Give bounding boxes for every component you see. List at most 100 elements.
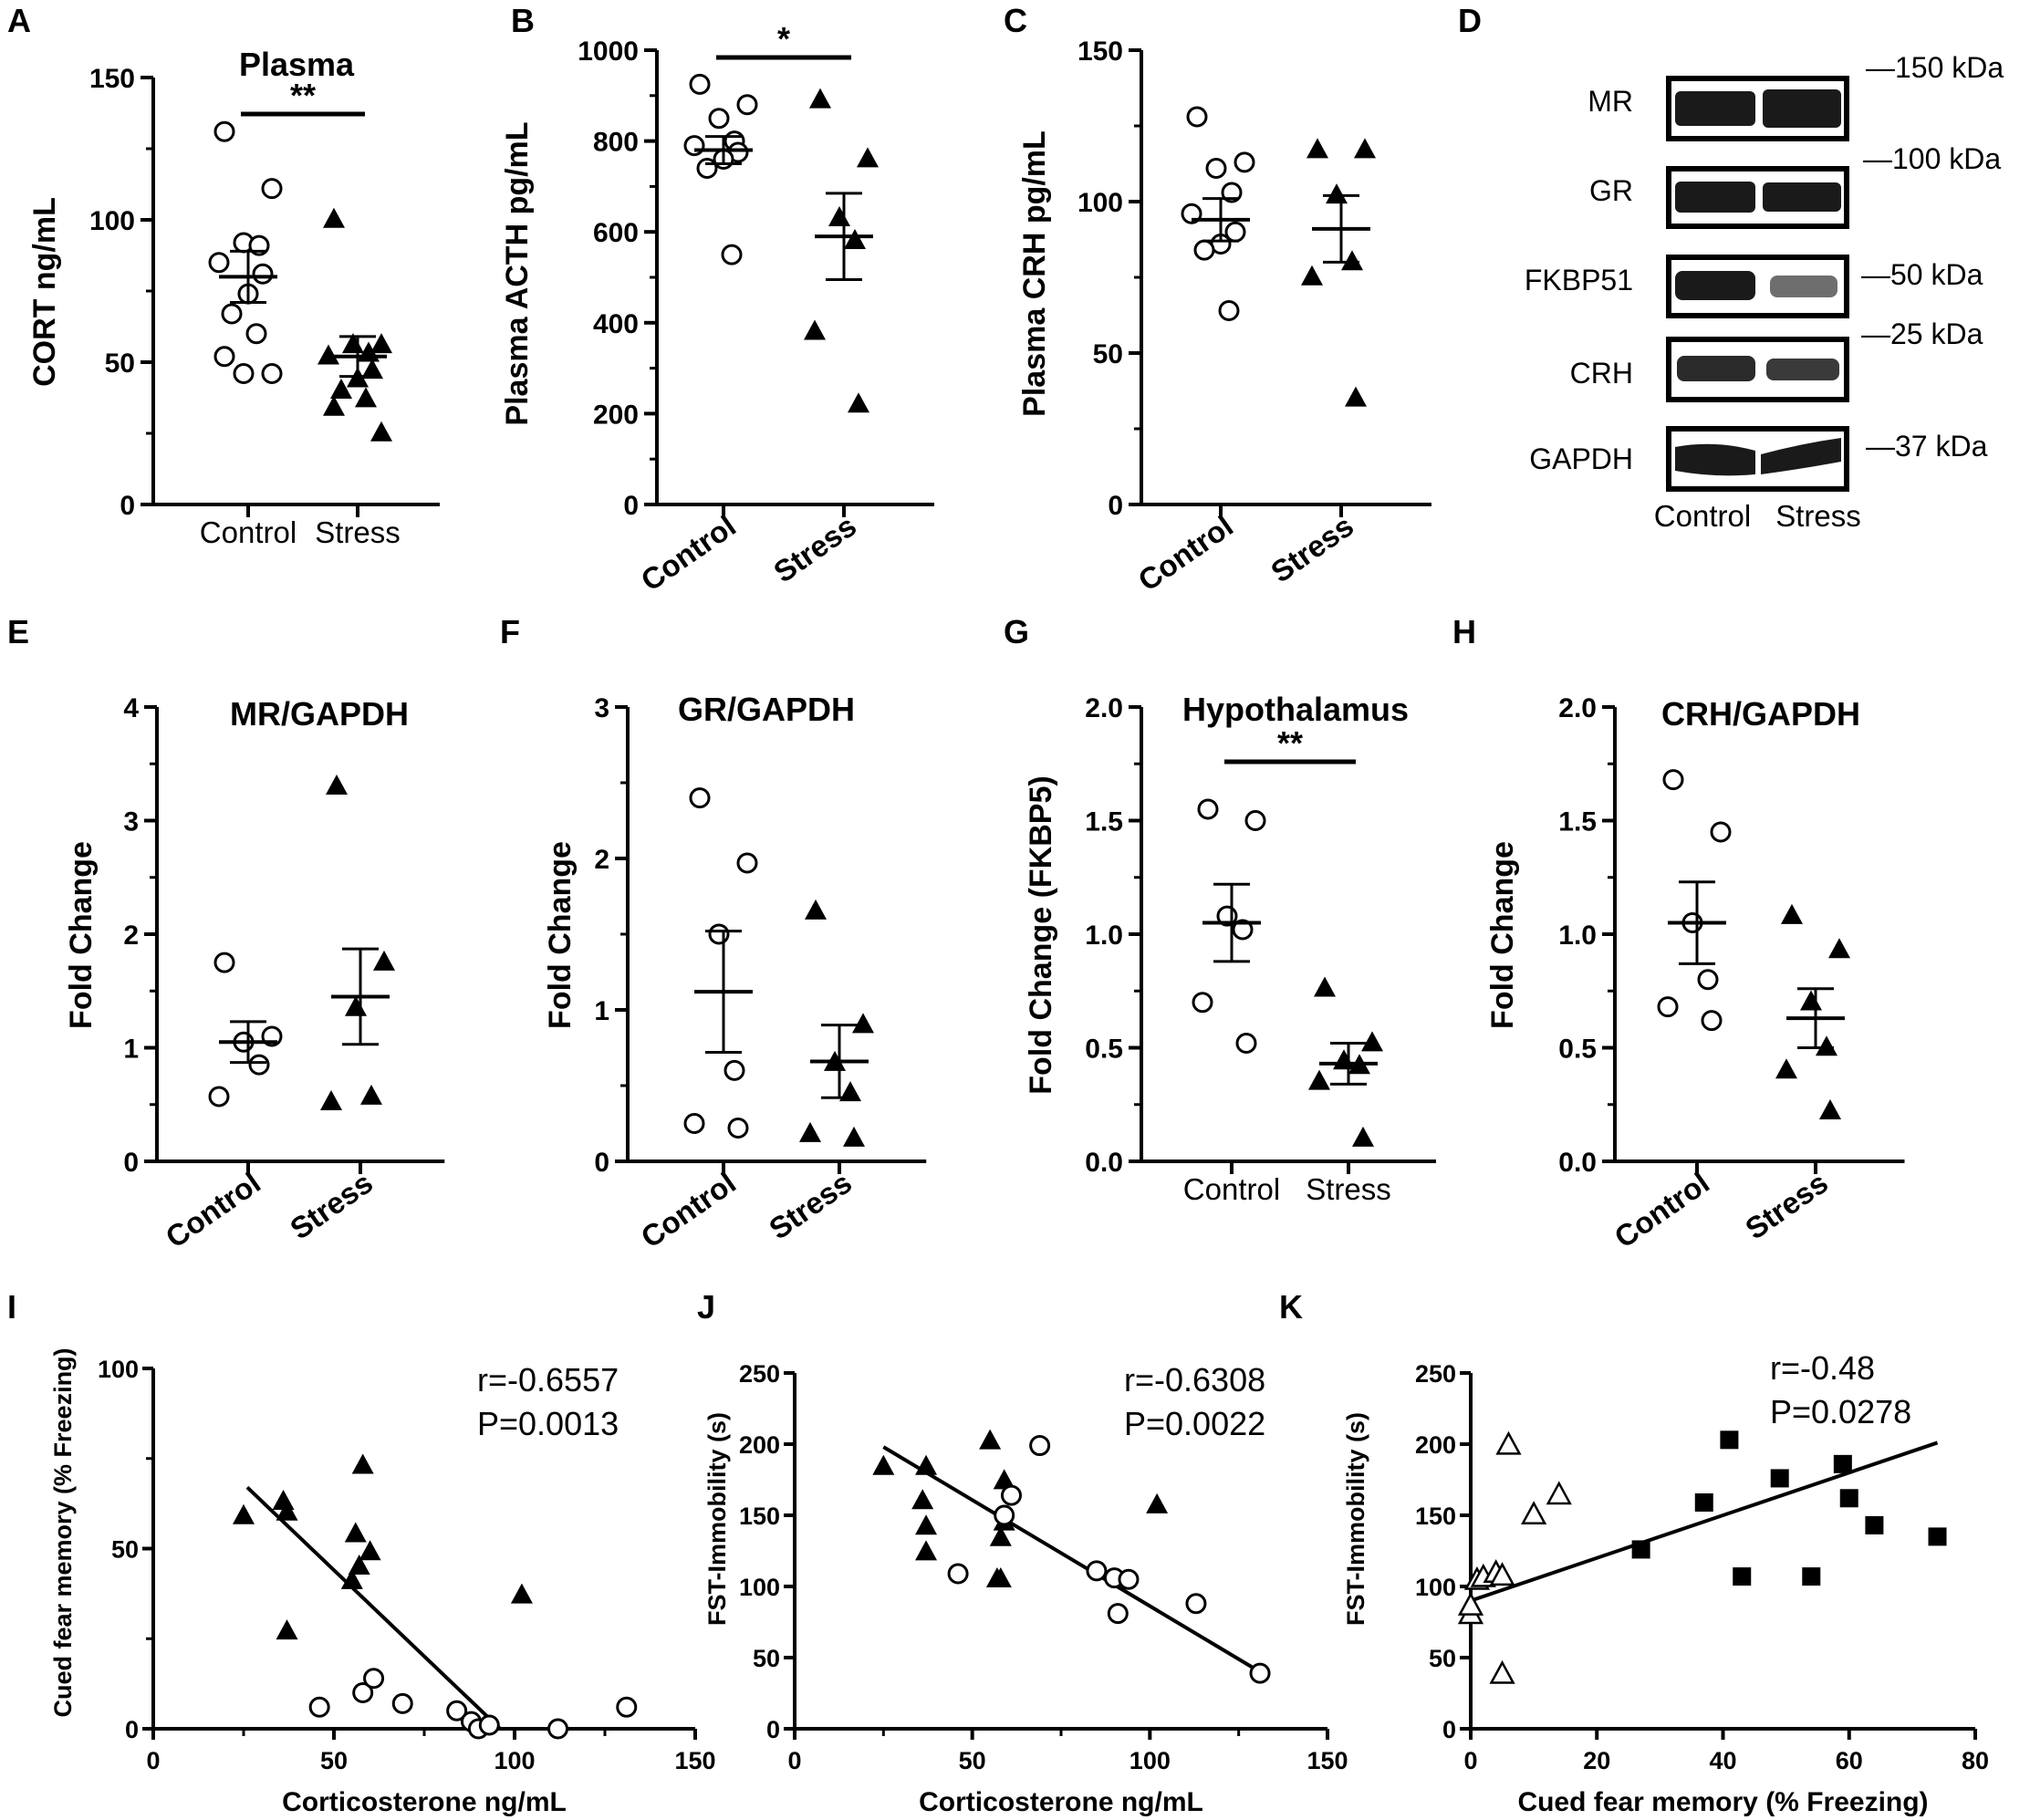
y-axis-label: Fold Change [543, 841, 578, 1029]
y-tick-label: 1.5 [1558, 807, 1597, 837]
data-point-control [696, 157, 718, 179]
x-tick-label: 0 [787, 1747, 801, 1774]
data-point-stress [320, 1090, 342, 1111]
data-point-control [994, 1504, 1015, 1526]
blot-row-label-mr: MR [1588, 85, 1633, 118]
data-point-stress [1333, 1049, 1355, 1070]
data-point-control [213, 346, 235, 368]
blot-band-gapdh-stress [1761, 438, 1841, 474]
data-point-control [1205, 157, 1227, 179]
data-point-control [1662, 769, 1684, 791]
data-point-stress [989, 1567, 1012, 1587]
data-point-control [947, 1563, 969, 1585]
data-point-stress [848, 392, 869, 413]
data-point-control [391, 1692, 413, 1714]
y-tick-label: 50 [753, 1645, 780, 1672]
blot-band-mr-control [1675, 91, 1755, 126]
chart-panel-b: B 0 200 400 600 800 1000 Control Stress Plasma AC… [500, 2, 934, 598]
y-tick-label: 150 [739, 1503, 780, 1530]
regression-line [882, 1445, 1262, 1674]
category-label-stress: Stress [767, 508, 862, 588]
x-tick-label: 60 [1836, 1747, 1863, 1774]
y-tick-label: 1000 [578, 36, 639, 67]
data-point-stress [510, 1583, 533, 1604]
panel-label-c: C [1004, 2, 1027, 39]
data-point-stress [323, 395, 345, 416]
p-value: P=0.0013 [477, 1405, 619, 1442]
panel-label-i: I [7, 1288, 16, 1326]
data-point-control [1657, 996, 1679, 1018]
panel-label-D: D [1458, 2, 1482, 39]
data-point-control [683, 135, 705, 157]
data-point-control [213, 120, 235, 142]
blot-row-label-gr: GR [1589, 174, 1633, 207]
data-point-control [478, 1714, 500, 1736]
data-point-control [1244, 810, 1266, 831]
chart-panel-k: K 0 50 100 150 200 250 0 20 40 60 80 Cued fear memor… [1279, 1288, 1989, 1817]
blot-band-gr-stress [1763, 182, 1841, 212]
data-point-stress [915, 1540, 938, 1561]
data-point-control [352, 1682, 374, 1703]
chart-panel-c: C 0 50 100 150 Control Stress Plasma CRH pg/mL [1004, 2, 1431, 598]
y-tick-label: 2.0 [1558, 693, 1597, 723]
data-point-control [261, 178, 283, 200]
data-point-control [1000, 1484, 1022, 1506]
data-point-stress [839, 1081, 861, 1102]
data-point-stress [1720, 1430, 1739, 1450]
blot-kda-37: —37 kDa [1866, 430, 1988, 463]
data-point-stress [1833, 1454, 1852, 1473]
data-point-stress [326, 774, 348, 795]
data-point-stress [844, 228, 866, 249]
y-tick-label: 100 [739, 1574, 780, 1601]
data-point-stress [1802, 1567, 1821, 1586]
data-point-stress [979, 1429, 1002, 1450]
y-tick-label: 0.0 [1558, 1148, 1597, 1178]
category-label-control: Control [635, 1165, 742, 1254]
data-point-stress [359, 1540, 381, 1561]
y-tick-label: 1 [123, 1035, 139, 1065]
y-axis-label: Cued fear memory (% Freezing) [49, 1347, 77, 1717]
data-point-control [1192, 992, 1213, 1014]
data-point-stress [351, 1453, 374, 1474]
data-point-stress [276, 1500, 298, 1521]
data-point-stress [1352, 1126, 1374, 1147]
x-tick-label: 0 [1463, 1747, 1477, 1774]
data-point-control [363, 1668, 385, 1690]
data-point-stress [276, 1619, 298, 1640]
data-point-stress [852, 1013, 874, 1034]
data-point-control [1186, 106, 1208, 128]
x-tick-label: 40 [1709, 1747, 1736, 1774]
data-point-stress [1341, 250, 1363, 271]
y-tick-label: 3 [123, 807, 139, 837]
data-point-control [1235, 1033, 1257, 1055]
data-point-stress [1800, 990, 1822, 1011]
category-label-control: Control [1608, 1165, 1715, 1254]
data-point-stress [799, 1121, 821, 1142]
data-point-stress [1146, 1492, 1169, 1513]
y-tick-label: 800 [593, 128, 639, 158]
data-point-stress [828, 206, 850, 227]
y-tick-label: 50 [1093, 339, 1123, 369]
blot-row-label-gapdh: GAPDH [1529, 442, 1633, 475]
blot-band-crh-control [1677, 356, 1755, 381]
category-label-stress: Stress [763, 1165, 858, 1245]
data-point-control [1546, 1481, 1572, 1505]
chart-title: CRH/GAPDH [1661, 695, 1860, 733]
y-tick-label: 250 [1415, 1360, 1456, 1388]
blot-band-mr-stress [1763, 89, 1841, 128]
y-tick-label: 50 [111, 1536, 139, 1564]
data-point-control [736, 852, 758, 874]
data-point-stress [1775, 1058, 1797, 1079]
data-point-control [261, 362, 283, 384]
y-tick-label: 0 [1442, 1716, 1456, 1743]
data-point-control [1697, 969, 1719, 991]
data-point-control [1197, 798, 1219, 820]
y-tick-label: 200 [593, 400, 639, 430]
y-tick-label: 0 [1108, 491, 1123, 521]
blot-row-label-fkbp51: FKBP51 [1525, 264, 1633, 296]
y-tick-label: 1.5 [1085, 807, 1123, 837]
data-point-stress [361, 359, 383, 380]
panel-label-e: E [7, 613, 29, 650]
y-axis-label: Fold Change [1485, 841, 1520, 1029]
